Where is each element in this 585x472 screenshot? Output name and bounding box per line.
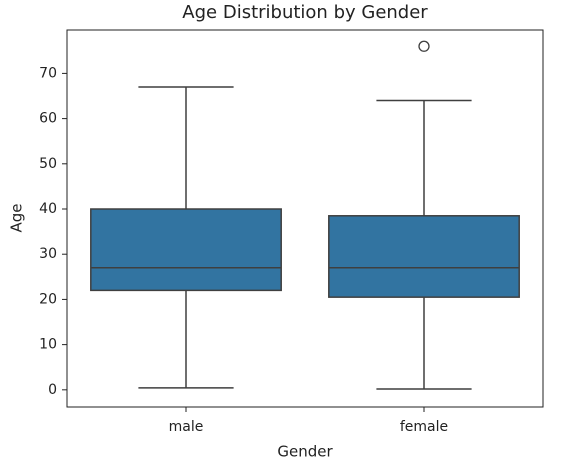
x-tick-label: female: [400, 419, 448, 435]
x-tick-label: male: [169, 419, 204, 435]
box: [328, 215, 520, 298]
y-tick-label: 60: [39, 111, 57, 127]
y-tick-label: 0: [48, 382, 57, 398]
y-tick-label: 30: [39, 246, 57, 262]
chart-title: Age Distribution by Gender: [182, 2, 428, 23]
y-axis-label: Age: [8, 203, 26, 232]
flier: [418, 40, 430, 52]
y-tick-label: 20: [39, 291, 57, 307]
box: [90, 208, 282, 292]
y-tick-label: 70: [39, 65, 57, 81]
y-tick-label: 40: [39, 201, 57, 217]
y-tick-label: 50: [39, 156, 57, 172]
y-tick-label: 10: [39, 337, 57, 353]
plot-frame: [66, 29, 544, 408]
x-axis-label: Gender: [277, 443, 333, 461]
